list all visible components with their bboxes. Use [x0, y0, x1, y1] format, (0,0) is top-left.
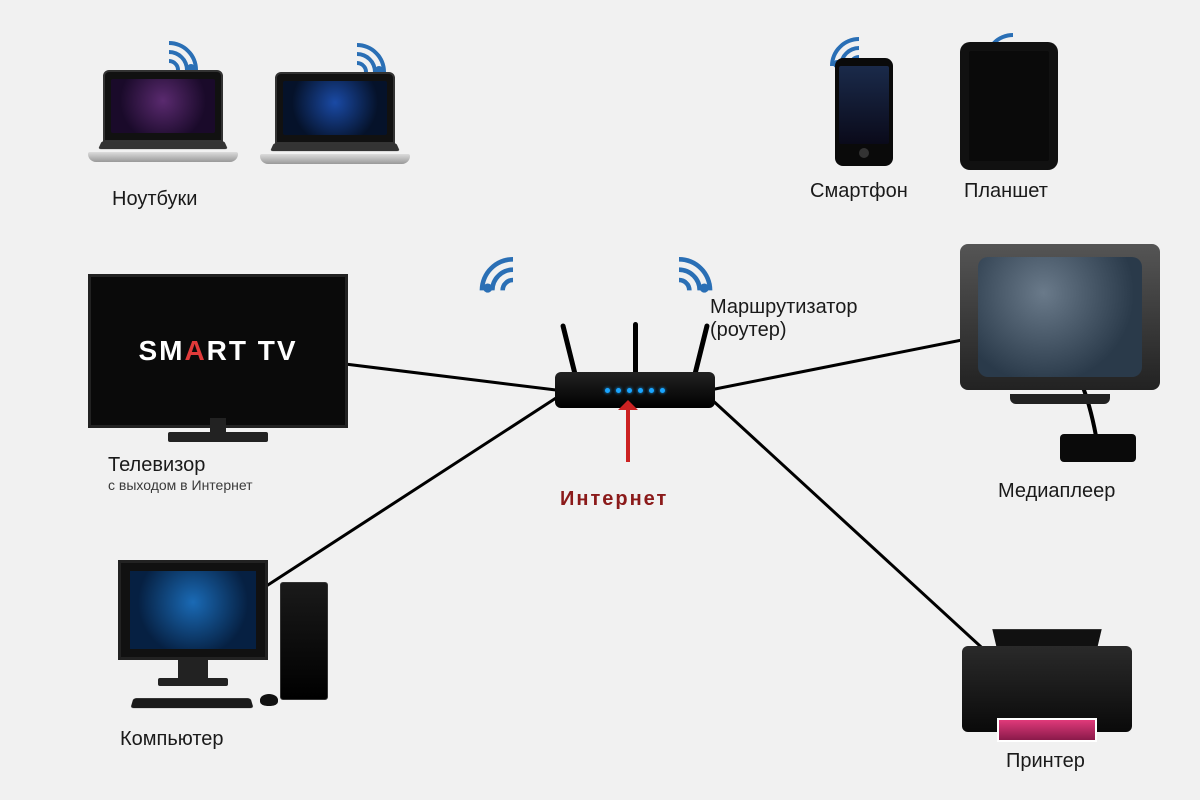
wifi-icon: [646, 224, 713, 291]
laptop-icon: [260, 72, 410, 172]
printer-label: Принтер: [1006, 750, 1085, 773]
internet-arrow-icon: [626, 404, 630, 462]
desktop-pc-icon: [118, 560, 328, 710]
crt-tv-icon: [960, 244, 1160, 412]
mediabox-icon: [1060, 434, 1136, 462]
wifi-icon: [328, 14, 386, 72]
printer-icon: [962, 622, 1132, 732]
tv-text: SM: [138, 335, 184, 366]
computer-label: Компьютер: [120, 728, 224, 751]
tablet-label: Планшет: [964, 180, 1048, 203]
smartphone-label: Смартфон: [810, 180, 908, 203]
router-label: Маршрутизатор (роутер): [710, 296, 857, 342]
wifi-icon: [140, 12, 198, 70]
tv-text: A: [184, 335, 206, 366]
wifi-icon: [480, 224, 547, 291]
tablet-icon: [960, 42, 1058, 170]
mediaplayer-label: Медиаплеер: [998, 480, 1115, 503]
laptop-icon: [88, 70, 238, 170]
smarttv-icon: SMART TV: [88, 274, 348, 442]
laptops-label: Ноутбуки: [112, 188, 197, 211]
tv-text: RT TV: [207, 335, 298, 366]
network-diagram: Маршрутизатор (роутер) Интернет Ноутбуки…: [0, 0, 1200, 800]
smarttv-label: Телевизор с выходом в Интернет: [108, 454, 253, 493]
smartphone-icon: [835, 58, 893, 166]
internet-label: Интернет: [560, 488, 668, 511]
